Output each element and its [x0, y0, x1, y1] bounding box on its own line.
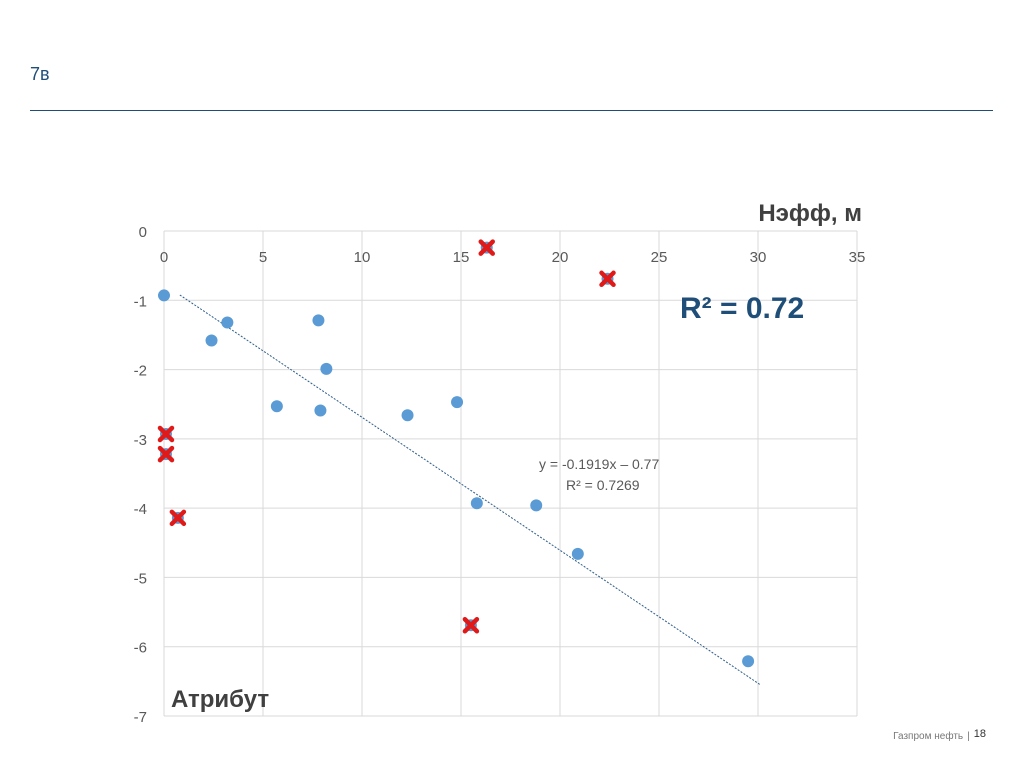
- y-tick-label-1: -1: [134, 293, 147, 310]
- excluded-cross-4: [462, 616, 480, 634]
- y-tick-labels: 0 -1 -2 -3 -4 -5 -6 -7: [134, 224, 147, 726]
- trend-r2-label: R² = 0.7269: [566, 477, 640, 493]
- y-tick-label-4: -4: [134, 501, 147, 518]
- excluded-cross-3: [478, 239, 495, 256]
- y-tick-label-5: -5: [134, 570, 147, 587]
- y-tick-label-6: -6: [134, 640, 147, 657]
- slide-title: 7в: [30, 64, 50, 84]
- title-divider: [30, 110, 993, 111]
- excluded-cross-5: [599, 270, 616, 288]
- excluded-cross-0: [157, 425, 175, 443]
- x-tick-label-4: 20: [552, 249, 569, 266]
- data-point-12: [742, 655, 755, 668]
- x-tick-label-7: 35: [849, 249, 866, 266]
- trend-equation: y = -0.1919x – 0.77: [539, 456, 659, 472]
- y-tick-label-7: -7: [134, 709, 147, 726]
- y-axis-label: Атрибут: [171, 686, 269, 713]
- data-point-3: [270, 400, 283, 413]
- data-point-5: [314, 404, 327, 417]
- r2-annotation: R² = 0.72: [680, 292, 804, 325]
- y-tick-label-2: -2: [134, 363, 147, 380]
- grid-layer: [163, 230, 858, 717]
- excluded-cross-2: [169, 509, 187, 527]
- data-point-7: [401, 409, 414, 422]
- x-tick-label-1: 5: [259, 249, 267, 266]
- excluded-cross-1: [157, 445, 175, 463]
- x-tick-label-2: 10: [354, 249, 371, 266]
- x-tick-label-3: 15: [453, 249, 470, 266]
- chart-title: Нэфф, м: [758, 200, 862, 227]
- footer: Газпром нефть | 18: [893, 728, 986, 743]
- trendline-layer: [179, 294, 761, 685]
- x-tick-label-6: 30: [750, 249, 767, 266]
- y-tick-label-0: 0: [139, 224, 147, 241]
- footer-company: Газпром нефть: [893, 731, 964, 742]
- data-point-0: [158, 289, 170, 302]
- page-number: 18: [973, 728, 986, 740]
- data-point-6: [320, 362, 333, 375]
- x-tick-label-0: 0: [160, 249, 168, 266]
- x-tick-label-5: 25: [651, 249, 668, 266]
- data-points: [158, 241, 755, 668]
- excluded-points: [157, 239, 616, 634]
- data-point-9: [470, 497, 483, 510]
- data-point-4: [312, 314, 325, 327]
- footer-separator: |: [967, 731, 970, 742]
- data-point-8: [451, 396, 464, 409]
- data-point-1: [205, 334, 218, 347]
- data-point-2: [221, 316, 234, 329]
- data-point-11: [571, 547, 584, 560]
- trendline: [179, 294, 761, 685]
- x-tick-labels: 0 5 10 15 20 25 30 35: [160, 249, 866, 266]
- y-tick-label-3: -3: [134, 432, 147, 449]
- data-point-10: [530, 499, 543, 512]
